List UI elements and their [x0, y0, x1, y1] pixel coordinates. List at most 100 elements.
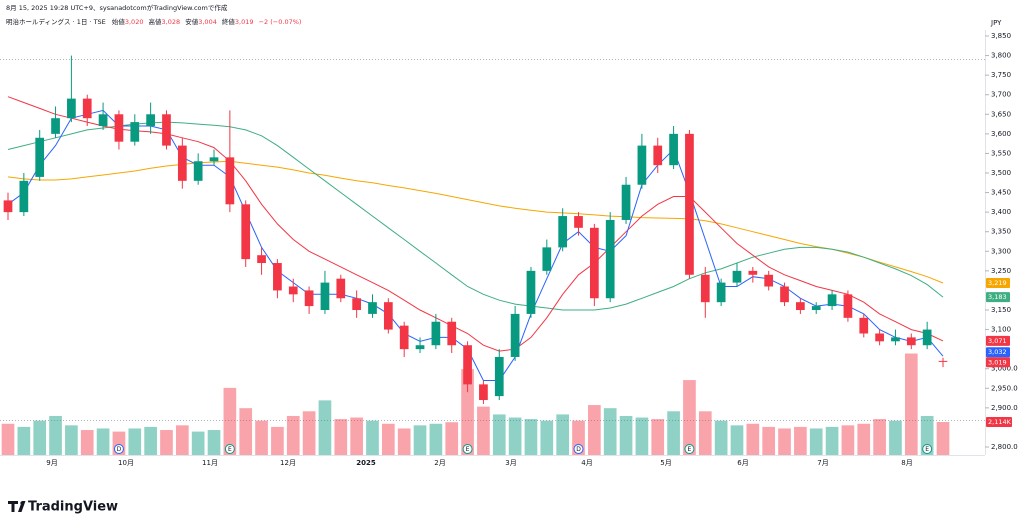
- candle-body: [827, 294, 837, 307]
- candle-body: [177, 145, 187, 181]
- y-tick-label: 3,300: [991, 247, 1011, 255]
- open-value: 3,020: [125, 18, 144, 26]
- candle-body: [811, 306, 821, 310]
- candle-body: [463, 345, 472, 385]
- candle-body: [700, 274, 710, 303]
- candle-body: [368, 302, 377, 314]
- candle-body: [589, 227, 599, 299]
- volume-bar: [65, 425, 78, 455]
- candle-body: [922, 329, 932, 346]
- candle-body: [352, 298, 362, 310]
- x-tick-label: 10月: [118, 459, 134, 467]
- volume-bar: [524, 419, 538, 455]
- close-label: 終値: [222, 17, 236, 26]
- candle-body: [304, 290, 314, 307]
- candle-body: [796, 302, 805, 310]
- price-tag: [986, 292, 1010, 303]
- price-tag-label: 3,219: [988, 279, 1007, 287]
- volume-bar: [366, 420, 379, 455]
- volume-bar: [302, 411, 316, 455]
- candle-body: [241, 204, 251, 260]
- close-value: 3,019: [235, 18, 254, 26]
- volume-bar: [318, 400, 332, 455]
- candle-body: [162, 114, 171, 146]
- x-tick-label: 7月: [817, 459, 828, 467]
- volume-bar: [794, 426, 807, 455]
- volume-bar: [683, 380, 696, 455]
- volume-bar: [730, 425, 744, 455]
- volume-bar: [397, 428, 411, 455]
- y-tick-label: 3,850: [991, 32, 1011, 40]
- event-label: E: [925, 446, 929, 453]
- candle-body: [574, 216, 583, 228]
- y-tick-label: 3,500: [991, 169, 1011, 177]
- candle-body: [938, 360, 948, 362]
- candle-body: [415, 345, 425, 350]
- candle-body: [193, 161, 203, 181]
- volume-bar: [255, 420, 268, 455]
- symbol: 明治ホールディングス · 1日 · TSE: [6, 17, 106, 26]
- volume-tag-label: 2,114K: [988, 418, 1012, 426]
- candle-body: [225, 157, 235, 205]
- high-value: 3,028: [162, 18, 181, 26]
- volume-bar: [80, 430, 94, 455]
- volume-bar: [207, 430, 221, 455]
- x-tick-label: 8月: [901, 459, 912, 467]
- x-tick-label: 11月: [202, 459, 218, 467]
- volume-bar: [429, 423, 443, 455]
- event-label: E: [688, 446, 692, 453]
- y-tick-label: 3,400: [991, 208, 1011, 216]
- candle-body: [732, 270, 742, 283]
- volume-bar: [49, 415, 62, 455]
- volume-bar: [223, 387, 237, 455]
- candle-body: [748, 270, 758, 275]
- volume-bar: [1, 423, 15, 455]
- x-tick-label: 9月: [46, 459, 57, 467]
- candle-body: [257, 255, 266, 264]
- price-tag: [986, 347, 1010, 358]
- event-marker: [224, 444, 235, 454]
- price-tag-label: 3,071: [988, 337, 1007, 345]
- volume-bar: [825, 426, 839, 455]
- candle-body: [605, 219, 615, 299]
- candle-body: [843, 294, 853, 318]
- volume-bar: [667, 411, 680, 455]
- volume-bar: [413, 425, 427, 455]
- volume-bar: [128, 428, 142, 455]
- volume-bar: [445, 422, 459, 455]
- candle-body: [320, 282, 330, 310]
- volume-bar: [17, 426, 31, 455]
- candle-body: [209, 157, 219, 162]
- event-label: E: [228, 446, 232, 453]
- event-label: D: [576, 446, 581, 453]
- moving-average: [7, 160, 944, 284]
- volume-bar: [239, 408, 253, 455]
- volume-bar: [778, 428, 791, 455]
- x-tick-label: 3月: [505, 459, 516, 467]
- volume-bar: [714, 420, 728, 455]
- volume-bar: [144, 426, 157, 455]
- event-marker: [922, 444, 933, 454]
- event-marker: [462, 444, 473, 454]
- volume-bar: [809, 428, 823, 455]
- y-tick-label: 2,800.0: [991, 443, 1018, 451]
- event-label: E: [466, 446, 470, 453]
- candle-body: [114, 114, 124, 142]
- volume-bar: [492, 414, 506, 455]
- volume-bar: [382, 423, 395, 455]
- candle-body: [383, 302, 393, 330]
- volume-bar: [698, 411, 712, 455]
- change-value: −2 (−0.07%): [259, 18, 302, 26]
- volume-bar: [762, 426, 776, 455]
- logo-dot: [20, 501, 24, 505]
- candle-body: [637, 145, 647, 185]
- price-tag: [986, 277, 1010, 288]
- volume-bar: [160, 430, 173, 455]
- currency: JPY: [990, 19, 1002, 27]
- candle-body: [891, 337, 900, 342]
- volume-bar: [191, 431, 205, 455]
- candle-body: [479, 384, 488, 401]
- volume-bar: [556, 414, 569, 455]
- volume-bar: [936, 422, 950, 455]
- candle-body: [669, 133, 678, 166]
